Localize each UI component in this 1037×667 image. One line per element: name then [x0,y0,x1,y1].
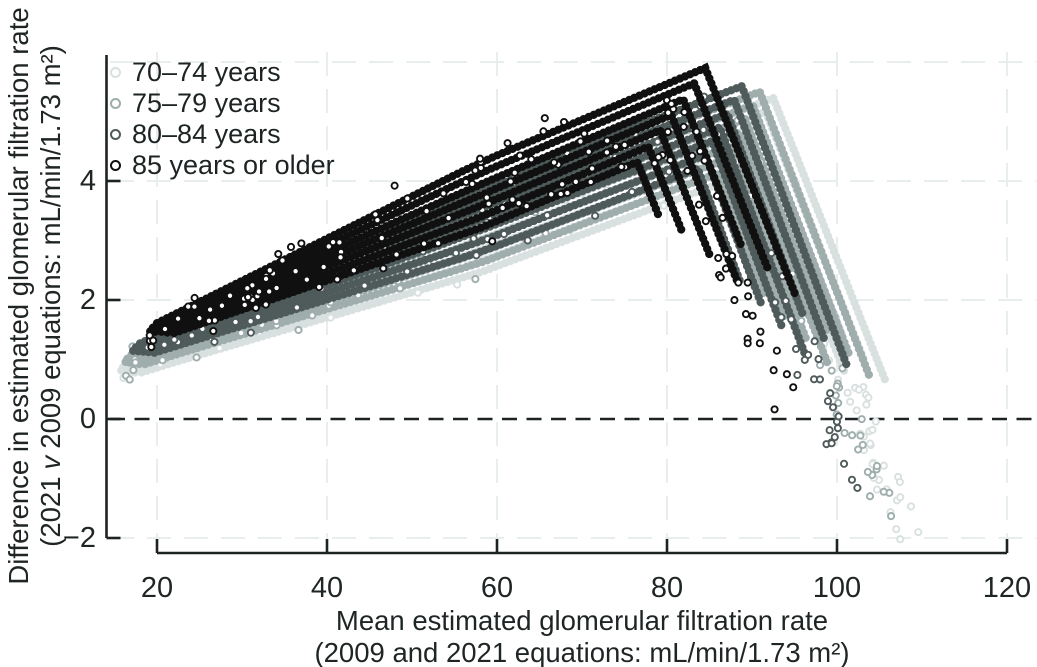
y-axis-label-line2-suffix: 2009 equations: mL/min/1.73 m²) [35,45,66,449]
x-tick-label: 40 [311,572,343,604]
y-axis-label-line2-prefix: (2021 [35,476,66,546]
x-axis-label-line2: (2009 and 2021 equations: mL/min/1.73 m²… [314,637,849,667]
y-axis-label-versus: v [35,453,66,469]
legend-item-70-74: 70–74 years [110,57,335,88]
legend-label-80-84: 80–84 years [132,119,281,149]
legend-label-70-74: 70–74 years [132,57,281,87]
legend-marker-70-74-icon [110,67,121,78]
legend-marker-80-84-icon [110,129,121,140]
y-tick-label: −2 [63,522,96,554]
x-tick-label: 60 [481,572,513,604]
y-tick-label: 4 [80,165,96,197]
legend: 70–74 years 75–79 years 80–84 years 85 y… [110,57,335,181]
y-axis-label-line1: Difference in estimated glomerular filtr… [3,7,34,584]
scatter-series-layer [117,62,923,544]
x-tick-label: 80 [651,572,683,604]
x-tick-label: 100 [813,572,861,604]
y-tick-label: 0 [80,403,96,435]
legend-item-85-older: 85 years or older [110,150,335,181]
x-tick-label: 20 [141,572,173,604]
legend-item-75-79: 75–79 years [110,88,335,119]
legend-label-85-older: 85 years or older [132,150,335,180]
x-tick-label: 120 [983,572,1031,604]
legend-marker-75-79-icon [110,98,121,109]
legend-item-80-84: 80–84 years [110,119,335,150]
y-axis-label-line2: (2021 v 2009 equations: mL/min/1.73 m²) [35,45,66,547]
x-axis-label-line1: Mean estimated glomerular filtration rat… [336,605,828,636]
series-85-years-or-older [145,62,800,414]
axes [105,55,1009,555]
legend-marker-85-older-icon [110,160,121,171]
legend-label-75-79: 75–79 years [132,88,281,118]
y-tick-label: 2 [80,284,96,316]
